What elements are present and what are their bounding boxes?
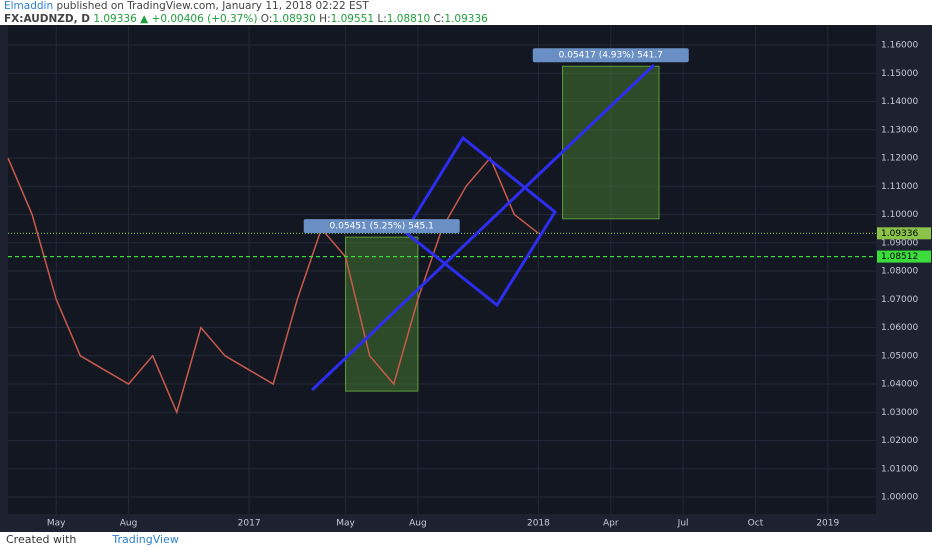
close-label: C: <box>433 13 445 25</box>
channel <box>403 135 557 308</box>
created: Created with <box>6 533 77 546</box>
range-box <box>345 236 419 392</box>
trend-line <box>310 63 656 392</box>
y-tick-label: 1.05000 <box>881 351 918 361</box>
y-tick-label: 1.12000 <box>881 154 918 164</box>
x-tick-label: 2018 <box>527 519 550 529</box>
x-tick-label: Aug <box>409 519 427 529</box>
y-tick-label: 1.14000 <box>881 97 918 107</box>
price-label: 1.09336 <box>881 229 918 239</box>
low: 1.08810 <box>386 13 431 25</box>
y-tick-label: 1.11000 <box>881 182 918 192</box>
x-tick-label: 2019 <box>816 519 839 529</box>
x-tick-label: 2017 <box>238 519 261 529</box>
y-tick-label: 1.13000 <box>881 125 918 135</box>
y-tick-label: 1.10000 <box>881 210 918 220</box>
y-tick-label: 1.03000 <box>881 408 918 418</box>
chart: 1.00000 1.01000 1.02000 1.03000 1.04000 1.050… <box>0 25 932 532</box>
y-tick-label: 1.00000 <box>881 493 918 503</box>
open: 1.08930 <box>272 13 316 25</box>
change: +0.00406 (+0.37%) <box>151 13 258 25</box>
price-line <box>7 156 539 415</box>
x-tick-label: Oct <box>748 519 764 529</box>
high: 1.09551 <box>330 13 375 25</box>
x-tick-label: Jul <box>677 519 689 529</box>
y-tick-label: 1.07000 <box>881 295 918 305</box>
y-tick-label: 1.08000 <box>881 267 918 277</box>
range-label: 0.05451 (5.25%) 545.1 <box>330 222 434 232</box>
range-label: 0.05417 (4.93%) 541.7 <box>559 51 663 61</box>
footer: Created with TradingView <box>6 533 179 546</box>
symbol: FX:AUDNZD, D <box>4 13 90 25</box>
price-label-bg <box>877 227 931 240</box>
y-tick-label: 1.06000 <box>881 323 918 333</box>
price-label-bg <box>877 250 931 263</box>
arrow: ▲ <box>140 13 149 25</box>
y-tick-label: 1.09000 <box>881 238 918 248</box>
y-tick-label: 1.04000 <box>881 380 918 390</box>
range-label-bg <box>532 48 689 63</box>
y-tick-label: 1.02000 <box>881 436 918 446</box>
x-tick-label: Apr <box>603 519 619 529</box>
author[interactable]: Elmaddin <box>4 0 54 12</box>
y-tick-label: 1.16000 <box>881 41 918 51</box>
last: 1.09336 <box>93 13 137 25</box>
low-label: L: <box>377 13 387 25</box>
range-label-bg <box>303 219 460 234</box>
y-tick-label: 1.15000 <box>881 69 918 79</box>
x-tick-label: Aug <box>120 519 138 529</box>
plot-area <box>8 25 876 514</box>
y-tick-label: 1.01000 <box>881 464 918 474</box>
open-label: O: <box>260 13 273 25</box>
brand[interactable]: TradingView <box>112 533 179 546</box>
close: 1.09336 <box>444 13 488 25</box>
price-label: 1.08512 <box>881 252 918 262</box>
x-tick-label: May <box>336 519 355 529</box>
published: published on TradingView.com, January 11… <box>56 0 369 12</box>
x-tick-label: May <box>47 519 66 529</box>
header: Elmaddin published on TradingView.com, J… <box>4 0 488 26</box>
high-label: H: <box>319 13 331 25</box>
range-box <box>562 65 660 220</box>
